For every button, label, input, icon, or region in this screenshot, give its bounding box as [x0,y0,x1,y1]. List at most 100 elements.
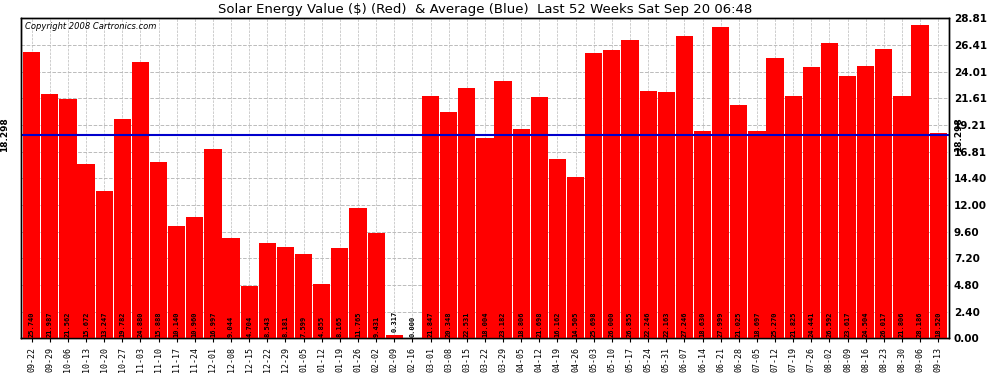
Bar [748,130,765,338]
Bar [42,94,58,338]
Text: 18.298: 18.298 [953,118,962,152]
Bar [893,96,911,338]
Title: Solar Energy Value ($) (Red)  & Average (Blue)  Last 52 Weeks Sat Sep 20 06:48: Solar Energy Value ($) (Red) & Average (… [218,3,752,16]
Text: 21.562: 21.562 [65,311,71,336]
Bar [149,162,167,338]
Text: 21.825: 21.825 [790,311,796,336]
Text: 23.617: 23.617 [844,311,850,336]
Bar [422,96,440,338]
Text: 23.182: 23.182 [500,311,506,336]
Bar [622,40,639,338]
Text: 15.672: 15.672 [83,311,89,336]
Text: 22.163: 22.163 [663,311,669,336]
Bar [186,216,203,338]
Text: 18.630: 18.630 [700,311,706,336]
Bar [258,243,276,338]
Text: 4.704: 4.704 [247,315,252,336]
Bar [676,36,693,338]
Text: 18.697: 18.697 [754,311,760,336]
Text: 27.246: 27.246 [681,311,687,336]
Bar [367,234,385,338]
Bar [585,53,602,338]
Bar [441,112,457,338]
Bar [332,248,348,338]
Text: 24.504: 24.504 [862,311,868,336]
Text: Copyright 2008 Cartronics.com: Copyright 2008 Cartronics.com [26,21,156,30]
Bar [694,131,711,338]
Text: 8.165: 8.165 [337,315,343,336]
Bar [386,334,403,338]
Bar [241,286,257,338]
Text: 18.298: 18.298 [0,118,9,152]
Bar [731,105,747,338]
Text: 20.348: 20.348 [446,311,451,336]
Text: 21.698: 21.698 [537,311,543,336]
Bar [494,81,512,338]
Text: 9.431: 9.431 [373,315,379,336]
Bar [766,58,784,338]
Text: 21.987: 21.987 [47,311,52,336]
Text: 16.997: 16.997 [210,311,216,336]
Bar [567,177,584,338]
Bar [313,284,331,338]
Text: 26.855: 26.855 [627,311,633,336]
Bar [59,99,76,338]
Bar [114,118,131,338]
Bar [803,67,820,338]
Bar [77,164,95,338]
Bar [295,254,312,338]
Text: 7.599: 7.599 [301,315,307,336]
Bar [168,226,185,338]
Text: 16.162: 16.162 [554,311,560,336]
Bar [657,92,675,338]
Text: 26.000: 26.000 [609,311,615,336]
Text: 11.765: 11.765 [355,311,361,336]
Text: 22.531: 22.531 [463,311,470,336]
Bar [839,76,856,338]
Text: 21.025: 21.025 [736,311,742,336]
Bar [349,208,366,338]
Text: 0.317: 0.317 [391,311,397,333]
Text: 26.017: 26.017 [881,311,887,336]
Text: 28.186: 28.186 [917,311,923,336]
Bar [223,238,240,338]
Bar [784,96,802,338]
Text: 25.740: 25.740 [29,311,35,336]
Text: 14.505: 14.505 [572,311,578,336]
Text: 25.270: 25.270 [772,311,778,336]
Text: 21.847: 21.847 [428,311,434,336]
Text: 10.140: 10.140 [173,311,180,336]
Text: 8.543: 8.543 [264,315,270,336]
Bar [548,159,566,338]
Bar [821,43,839,338]
Bar [458,88,475,338]
Text: 22.246: 22.246 [645,311,651,336]
Text: 18.520: 18.520 [936,311,941,336]
Bar [875,50,892,338]
Bar [204,150,222,338]
Bar [513,129,530,338]
Bar [640,91,656,338]
Bar [476,138,494,338]
Bar [531,97,547,338]
Text: 18.806: 18.806 [518,311,524,336]
Text: 19.782: 19.782 [120,311,126,336]
Text: 15.888: 15.888 [155,311,161,336]
Bar [912,25,929,338]
Text: 9.044: 9.044 [228,315,234,336]
Text: 10.960: 10.960 [192,311,198,336]
Bar [857,66,874,338]
Text: 8.181: 8.181 [282,315,288,336]
Text: 21.806: 21.806 [899,311,905,336]
Text: 24.880: 24.880 [138,311,144,336]
Bar [712,27,730,338]
Bar [96,191,113,338]
Text: 0.000: 0.000 [410,315,416,336]
Text: 27.999: 27.999 [718,311,724,336]
Bar [930,133,946,338]
Text: 25.698: 25.698 [591,311,597,336]
Text: 13.247: 13.247 [101,311,107,336]
Bar [277,248,294,338]
Text: 18.004: 18.004 [482,311,488,336]
Bar [603,50,621,338]
